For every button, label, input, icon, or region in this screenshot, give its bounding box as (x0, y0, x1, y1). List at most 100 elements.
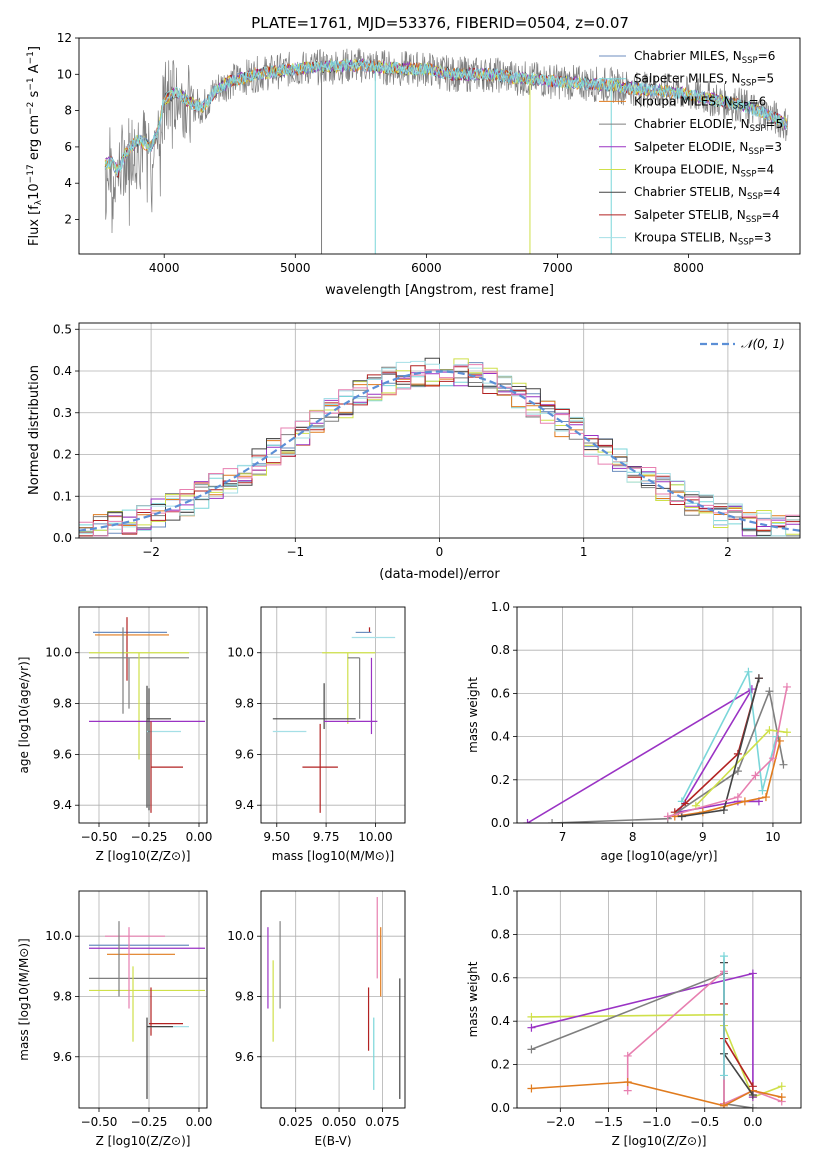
weight-marker (719, 1101, 728, 1108)
weight-marker (748, 1082, 757, 1091)
y-tick-label: 9.4 (53, 798, 72, 812)
weight-marker (748, 1104, 757, 1108)
y-axis-label-part: 10 (27, 183, 42, 200)
legend-label: 𝒩(0, 1) (741, 337, 785, 351)
legend-label-sub: SSP (738, 238, 754, 248)
weight-marker (782, 682, 791, 691)
y-tick-label: 0.8 (491, 643, 510, 657)
residuals-frame (78, 322, 801, 539)
legend-label: Chabrier ELODIE, NSSP=5 (634, 117, 783, 134)
figure-title: PLATE=1761, MJD=53376, FIBERID=0504, z=0… (251, 14, 629, 32)
weight-marker (777, 1093, 786, 1102)
legend-label-suffix: =4 (763, 185, 781, 199)
weight-marker (747, 685, 756, 694)
x-tick-label: 6000 (411, 261, 442, 275)
y-tick-label: 9.4 (235, 798, 254, 812)
legend-label-sub: SSP (747, 192, 763, 202)
massweight-vs-Z-frame (516, 890, 802, 1109)
y-tick-label: 6 (64, 140, 72, 154)
weight-series (681, 669, 778, 802)
y-axis-label-part: ] (27, 46, 42, 51)
legend-label: Salpeter ELODIE, NSSP=3 (634, 140, 782, 157)
x-tick-label: −1 (286, 545, 304, 559)
legend-label-suffix: =4 (756, 163, 774, 177)
weight-marker (765, 687, 774, 696)
x-axis-label: mass [log10(M/M⊙)] (272, 849, 394, 863)
massweight-vs-age-plot (523, 667, 791, 823)
weight-marker (719, 952, 728, 961)
spectrum-series (104, 59, 788, 177)
y-axis-label-part: erg cm (27, 115, 42, 164)
y-tick-label: 10.0 (227, 929, 254, 943)
mass-vs-ebv-plot (267, 897, 401, 1099)
x-tick-label: 9.50 (263, 830, 290, 844)
x-axis-label: (data-model)/error (379, 567, 500, 582)
weight-marker (733, 767, 742, 776)
x-tick-label: −0.50 (81, 1115, 118, 1129)
mass-vs-Z-frame (78, 890, 208, 1109)
y-tick-label: 0.6 (491, 971, 510, 985)
y-tick-label: 1.0 (491, 600, 510, 614)
x-axis-label: E(B-V) (314, 1134, 351, 1148)
weight-marker (779, 760, 788, 769)
x-tick-label: 9 (699, 830, 707, 844)
y-tick-label: 12 (57, 31, 72, 45)
weight-marker (719, 1071, 728, 1080)
weight-marker (758, 786, 767, 795)
weight-marker (748, 969, 757, 978)
y-tick-label: 0.2 (491, 1058, 510, 1072)
weight-marker (754, 674, 763, 683)
y-tick-label: 0.0 (491, 1101, 510, 1115)
weight-marker (623, 1086, 632, 1095)
y-tick-label: 0.4 (491, 730, 510, 744)
residuals-plot (79, 357, 800, 537)
legend-label-sub: SSP (741, 79, 757, 89)
x-tick-label: −2 (142, 545, 160, 559)
weight-marker (548, 819, 557, 823)
legend-label: Chabrier STELIB, NSSP=4 (634, 185, 781, 202)
y-tick-label: 0.2 (53, 448, 72, 462)
age-vs-Z-plot (89, 617, 205, 813)
histogram-series (79, 365, 800, 537)
weight-series (552, 688, 785, 823)
legend-label-suffix: =6 (749, 94, 767, 108)
legend-label-suffix: =3 (754, 231, 772, 245)
legend-label: Chabrier MILES, NSSP=6 (634, 49, 775, 66)
x-tick-label: −1.0 (642, 1115, 671, 1129)
y-tick-label: 0.2 (491, 773, 510, 787)
legend-label-suffix: =3 (764, 140, 782, 154)
legend-label-sub: SSP (733, 101, 749, 111)
x-tick-label: 9.75 (313, 830, 340, 844)
spectrum-frame (78, 37, 801, 255)
y-tick-label: 9.8 (53, 697, 72, 711)
y-tick-label: 9.6 (53, 747, 72, 761)
y-tick-label: 9.8 (53, 989, 72, 1003)
y-tick-label: 10.0 (45, 646, 72, 660)
mass-vs-Z-plot (89, 921, 207, 1099)
y-axis-label: age [log10(age/yr)] (17, 657, 31, 774)
x-tick-label: 8000 (673, 261, 704, 275)
x-tick-label: −0.25 (131, 830, 168, 844)
x-tick-label: 7 (559, 830, 567, 844)
age-vs-mass-plot (272, 627, 396, 813)
legend-label-text: Chabrier STELIB, N (634, 185, 747, 199)
x-tick-label: 0.00 (186, 830, 213, 844)
y-tick-label: 10 (57, 67, 72, 81)
weight-marker (677, 812, 686, 821)
x-tick-label: 0.075 (365, 1115, 399, 1129)
y-tick-label: 8 (64, 104, 72, 118)
spectrum-series (104, 48, 789, 234)
x-tick-label: 10 (765, 830, 780, 844)
x-tick-label: 0 (436, 545, 444, 559)
weight-marker (748, 1090, 757, 1099)
mass-vs-Z-axes (75, 891, 207, 1112)
legend-label: Salpeter STELIB, NSSP=4 (634, 208, 779, 225)
legend-label-sub: SSP (746, 215, 762, 225)
y-axis-label-part: λ (34, 199, 44, 205)
y-axis-label: Normed distribution (27, 365, 42, 495)
weight-marker (623, 1051, 632, 1060)
spectrum-series (104, 58, 788, 173)
legend-label-sub: SSP (748, 147, 764, 157)
y-tick-label: 4 (64, 176, 72, 190)
